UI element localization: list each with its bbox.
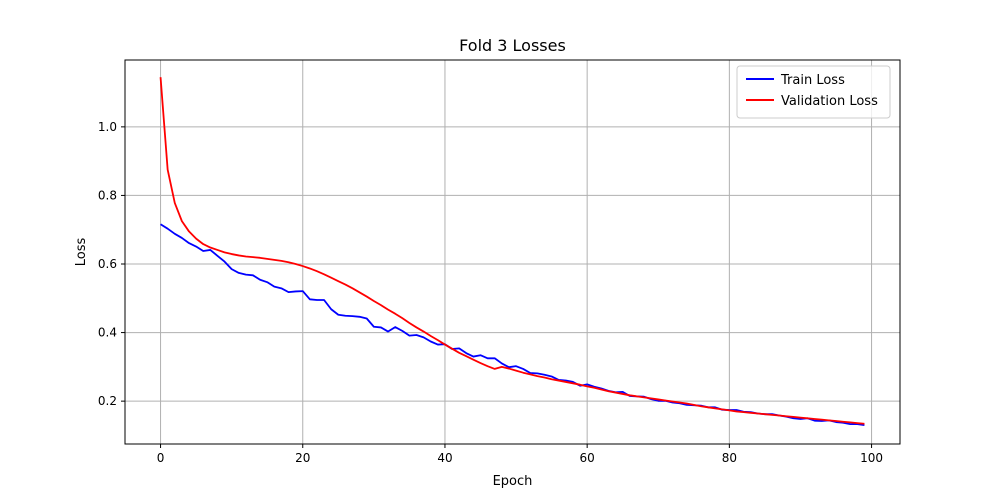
x-tick-label: 0: [157, 451, 165, 465]
plot-frame: [124, 59, 901, 445]
axis-ticks: 0 20 40 60 80 100 0.2 0.4 0.6 0.8 1.0: [98, 120, 883, 465]
legend-box: [736, 65, 891, 119]
series-line-validation-loss: [159, 77, 865, 425]
x-axis-label: Epoch: [493, 474, 533, 489]
y-axis-label: Loss: [74, 238, 89, 267]
y-tick-label: 0.2: [98, 394, 117, 408]
x-tick-label: 20: [295, 451, 310, 465]
x-tick-label: 40: [437, 451, 452, 465]
chart-title: Fold 3 Losses: [459, 36, 566, 55]
series-lines: [159, 77, 865, 427]
legend-label-validation-loss: Validation Loss: [781, 94, 878, 109]
x-tick-label: 80: [722, 451, 737, 465]
legend-label-train-loss: Train Loss: [780, 73, 845, 88]
x-tick-label: 60: [580, 451, 595, 465]
y-tick-label: 1.0: [98, 120, 117, 134]
y-tick-label: 0.8: [98, 188, 117, 202]
grid-lines: [125, 60, 900, 444]
y-tick-label: 0.4: [98, 326, 117, 340]
x-tick-label: 100: [860, 451, 883, 465]
legend: Train Loss Validation Loss: [736, 65, 891, 119]
y-tick-label: 0.6: [98, 257, 117, 271]
